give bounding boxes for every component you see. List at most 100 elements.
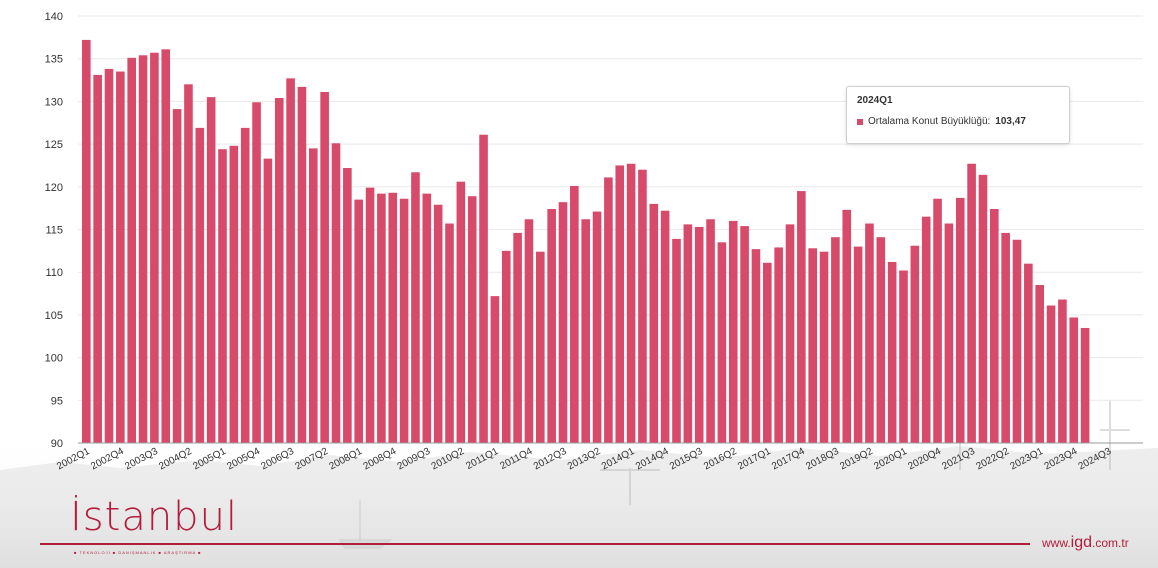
bar-2012Q1[interactable] <box>536 251 545 443</box>
bar-2003Q4[interactable] <box>161 49 171 444</box>
bar-2006Q4[interactable] <box>297 86 307 443</box>
bar-2018Q1[interactable] <box>808 248 817 443</box>
bar-2022Q4[interactable] <box>1024 263 1033 443</box>
bar-2018Q2[interactable] <box>819 251 829 443</box>
bar-2004Q3[interactable] <box>195 127 205 444</box>
bar-2017Q1[interactable] <box>763 262 772 443</box>
bar-2012Q3[interactable] <box>558 202 568 443</box>
bar-2005Q2[interactable] <box>229 145 239 443</box>
bar-2007Q3[interactable] <box>331 143 341 443</box>
bar-2023Q4[interactable] <box>1069 317 1079 443</box>
bar-2003Q3[interactable] <box>150 52 159 443</box>
bar-2020Q3[interactable] <box>921 216 931 443</box>
x-tick-label: 2021Q3 <box>940 446 977 473</box>
bar-2009Q2[interactable] <box>411 172 420 443</box>
bar-2006Q3[interactable] <box>286 78 295 443</box>
bar-2017Q3[interactable] <box>785 224 795 443</box>
bar-2019Q4[interactable] <box>887 261 897 443</box>
x-tick-label: 2023Q4 <box>1043 446 1080 473</box>
bar-2015Q1[interactable] <box>672 238 681 443</box>
bar-2024Q1[interactable] <box>1080 327 1090 443</box>
bar-2008Q2[interactable] <box>365 187 375 443</box>
tooltip-series-swatch <box>857 118 863 125</box>
x-tick-label: 2005Q1 <box>191 446 228 473</box>
bar-2021Q2[interactable] <box>955 197 965 443</box>
bar-2019Q1[interactable] <box>853 246 863 443</box>
bar-2018Q4[interactable] <box>842 209 852 443</box>
bar-2010Q4[interactable] <box>479 134 488 443</box>
x-tick-label: 2011Q1 <box>464 446 500 472</box>
bar-2006Q2[interactable] <box>274 97 284 443</box>
bar-2016Q4[interactable] <box>751 249 761 443</box>
bar-2003Q1[interactable] <box>127 57 136 443</box>
bar-2021Q3[interactable] <box>967 163 976 444</box>
bar-2004Q4[interactable] <box>206 97 216 443</box>
bar-2011Q3[interactable] <box>513 232 522 443</box>
bar-2020Q2[interactable] <box>910 245 920 443</box>
x-tick-label: 2017Q1 <box>736 446 773 473</box>
bar-2010Q3[interactable] <box>467 196 477 443</box>
bar-2012Q2[interactable] <box>547 209 556 443</box>
bar-2023Q2[interactable] <box>1046 305 1056 443</box>
bar-2012Q4[interactable] <box>570 185 579 443</box>
bar-2019Q3[interactable] <box>876 237 886 443</box>
bar-2016Q3[interactable] <box>740 226 749 443</box>
bar-2018Q3[interactable] <box>831 237 840 443</box>
bar-2009Q4[interactable] <box>433 204 443 443</box>
bar-2010Q1[interactable] <box>445 223 454 443</box>
site-url[interactable]: www.igd.com.tr <box>1042 534 1129 552</box>
bar-2002Q2[interactable] <box>93 74 102 444</box>
bar-2015Q3[interactable] <box>694 226 704 443</box>
bar-2005Q4[interactable] <box>252 102 261 443</box>
bar-2015Q4[interactable] <box>706 219 715 443</box>
bar-2021Q1[interactable] <box>944 223 954 443</box>
bar-2023Q3[interactable] <box>1058 299 1067 443</box>
bar-2022Q2[interactable] <box>1001 232 1010 443</box>
bar-2011Q4[interactable] <box>524 219 534 443</box>
bar-2013Q1[interactable] <box>581 219 590 443</box>
bar-2003Q2[interactable] <box>138 55 148 443</box>
bar-2010Q2[interactable] <box>456 181 466 443</box>
bar-2023Q1[interactable] <box>1035 285 1044 443</box>
bar-2011Q2[interactable] <box>501 250 511 443</box>
bar-2002Q3[interactable] <box>104 68 114 443</box>
tooltip-title: 2024Q1 <box>857 95 893 106</box>
bar-2008Q4[interactable] <box>388 192 398 443</box>
bar-2009Q3[interactable] <box>422 193 432 443</box>
bar-2020Q1[interactable] <box>899 270 908 443</box>
bar-2002Q1[interactable] <box>82 39 91 443</box>
bar-2014Q2[interactable] <box>638 169 647 443</box>
bar-2004Q2[interactable] <box>184 84 193 443</box>
bar-2014Q4[interactable] <box>660 210 670 443</box>
x-tick-label: 2010Q2 <box>430 446 467 473</box>
bar-2019Q2[interactable] <box>865 223 874 443</box>
bar-2015Q2[interactable] <box>683 224 693 443</box>
bar-2021Q4[interactable] <box>978 174 988 443</box>
bar-2013Q2[interactable] <box>592 211 602 443</box>
bar-2005Q1[interactable] <box>218 149 227 443</box>
bar-2007Q2[interactable] <box>320 92 329 443</box>
y-tick-label: 140 <box>45 11 63 23</box>
y-tick-label: 95 <box>51 395 63 407</box>
bar-2006Q1[interactable] <box>263 158 273 443</box>
bar-2002Q4[interactable] <box>116 71 125 443</box>
bar-2016Q2[interactable] <box>728 220 738 443</box>
bar-2017Q4[interactable] <box>797 191 806 443</box>
bar-2020Q4[interactable] <box>933 198 942 443</box>
bar-2013Q4[interactable] <box>615 165 625 443</box>
bar-2016Q1[interactable] <box>717 242 727 443</box>
bar-2022Q3[interactable] <box>1012 239 1022 443</box>
bar-2004Q1[interactable] <box>172 109 182 443</box>
bar-2009Q1[interactable] <box>399 198 409 443</box>
bar-2011Q1[interactable] <box>490 296 500 443</box>
bar-2007Q1[interactable] <box>309 148 318 443</box>
bar-2017Q2[interactable] <box>774 247 783 443</box>
bar-2005Q3[interactable] <box>240 127 250 444</box>
bar-2008Q3[interactable] <box>377 193 386 443</box>
bar-2014Q3[interactable] <box>649 203 659 443</box>
bar-2022Q1[interactable] <box>990 209 999 443</box>
bar-2013Q3[interactable] <box>604 177 613 443</box>
bar-2007Q4[interactable] <box>343 168 352 443</box>
bar-2014Q1[interactable] <box>626 163 636 444</box>
bar-2008Q1[interactable] <box>354 199 363 443</box>
